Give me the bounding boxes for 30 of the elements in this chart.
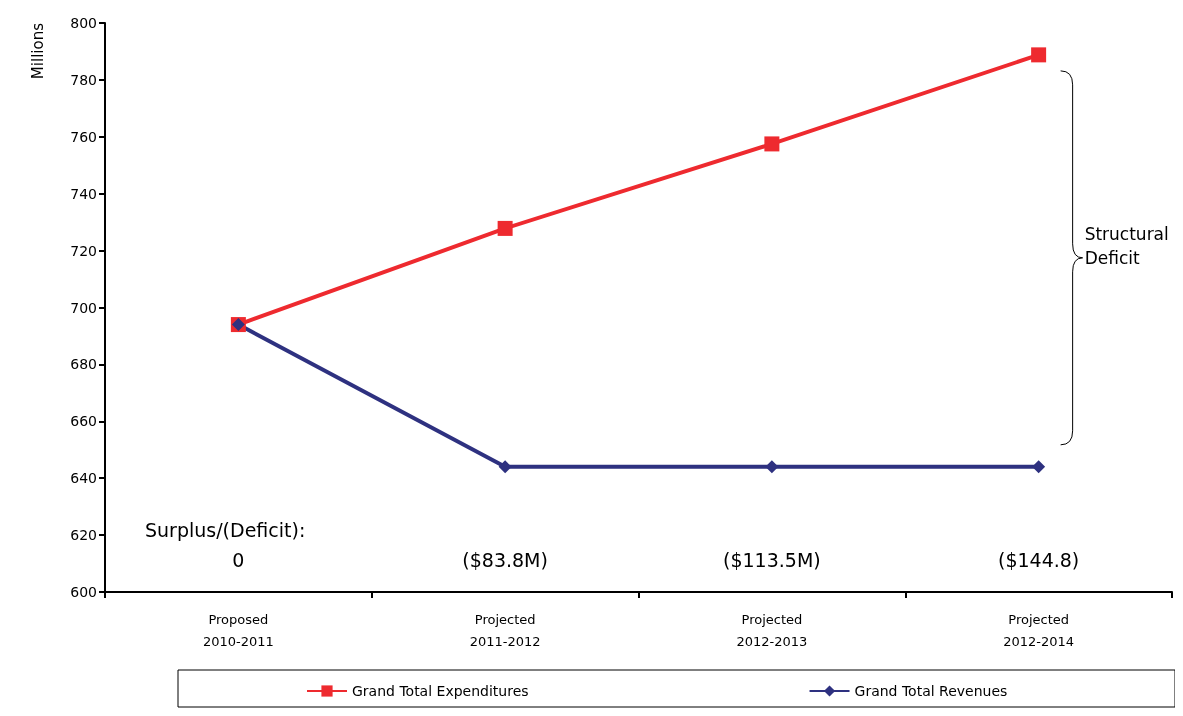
legend-label: Grand Total Revenues	[854, 683, 1008, 699]
y-tick-label: 740	[70, 185, 97, 202]
y-axis-title: Millions	[28, 22, 47, 80]
point	[498, 460, 512, 474]
annotation: Structural Deficit	[1084, 223, 1169, 268]
y-tick-label: 680	[70, 356, 97, 373]
y-tick-label: 720	[70, 242, 97, 259]
y-tick-label: 660	[70, 413, 97, 430]
y-tick-label: 760	[70, 128, 97, 145]
y-tick-label: 780	[70, 71, 97, 88]
annotation: 0	[232, 549, 245, 571]
legend-label: Grand Total Expenditures	[352, 683, 529, 699]
point	[764, 136, 780, 152]
y-tick-label: 640	[70, 470, 97, 487]
y-tick-label: 800	[70, 15, 97, 31]
x-tick-label: Projected 2011-2012	[469, 611, 541, 649]
x-tick-label: Proposed 2010-2011	[202, 611, 274, 649]
point	[1031, 47, 1047, 63]
x-tick-label: Projected 2012-2014	[1003, 611, 1075, 649]
y-tick-label: 600	[70, 584, 97, 600]
y-tick-label: 620	[70, 527, 97, 544]
point	[765, 460, 779, 474]
annotation: ($113.5M)	[723, 549, 821, 571]
annotation: Surplus/(Deficit):	[145, 519, 306, 541]
y-tick-label: 700	[70, 299, 97, 316]
x-tick-label: Projected 2012-2013	[736, 611, 808, 649]
annotation: ($144.8)	[997, 549, 1080, 571]
point	[497, 220, 513, 236]
point	[1032, 460, 1046, 474]
annotation: ($83.8M)	[462, 549, 548, 571]
